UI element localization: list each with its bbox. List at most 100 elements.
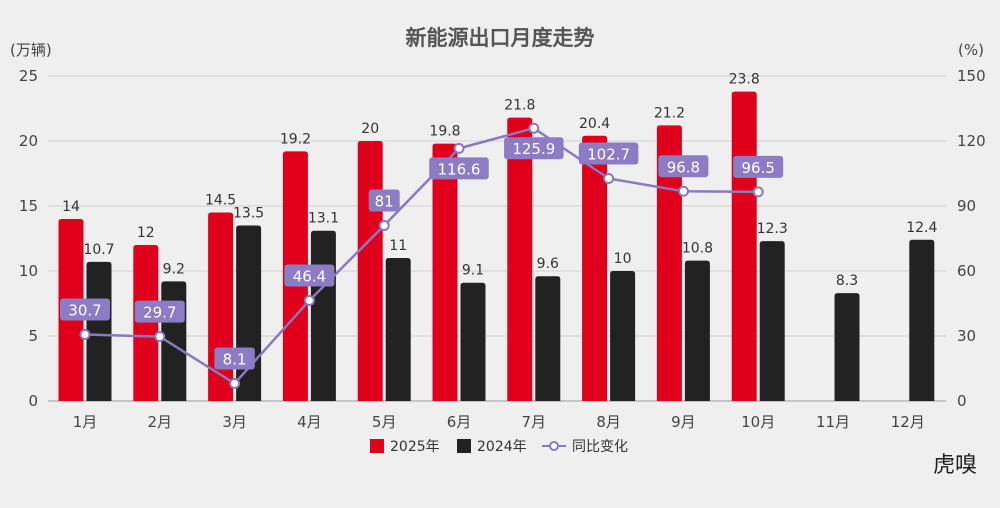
bar-data-label: 11 <box>389 238 407 254</box>
x-tick-label: 5月 <box>372 413 397 431</box>
x-tick-label: 10月 <box>741 413 775 431</box>
bar-data-label: 12.4 <box>906 220 937 236</box>
bar-data-label: 9.1 <box>462 263 484 279</box>
legend-label: 2024年 <box>477 439 527 455</box>
bar-data-label: 21.8 <box>504 98 535 114</box>
yoy-point <box>453 142 465 154</box>
bar-data-label: 12.3 <box>757 221 788 237</box>
yoy-data-label: 96.8 <box>667 158 700 176</box>
legend-swatch-2025 <box>370 439 384 453</box>
bar-data-label: 21.2 <box>654 105 685 121</box>
bar-data-label: 10.8 <box>682 241 713 257</box>
bar-data-label: 23.8 <box>729 72 760 88</box>
legend-label: 同比变化 <box>572 439 628 455</box>
yoy-point <box>603 172 615 184</box>
yoy-label-box <box>429 157 489 180</box>
chart-title: 新能源出口月度走势 <box>406 26 595 50</box>
yoy-point <box>79 328 91 340</box>
bar-data-label: 12 <box>137 225 155 241</box>
bar-2024年 <box>759 241 785 401</box>
yoy-point <box>677 185 689 197</box>
bar-data-label: 14 <box>62 199 80 215</box>
yoy-data-label: 102.7 <box>587 145 630 163</box>
bar-2024年 <box>86 261 112 401</box>
bar-2024年 <box>909 239 935 401</box>
bar-data-label: 19.8 <box>429 124 460 140</box>
yoy-label-box <box>504 137 564 160</box>
yoy-point <box>528 122 540 134</box>
bar-data-label: 9.2 <box>163 261 185 277</box>
yoy-point <box>303 294 315 306</box>
yoy-label-box <box>578 142 639 165</box>
bar-data-label: 8.3 <box>836 273 858 289</box>
bar-data-label: 10 <box>614 251 632 267</box>
yoy-data-label: 29.7 <box>143 304 176 322</box>
left-tick-label: 5 <box>28 327 38 345</box>
left-axis-label: (万辆) <box>10 41 52 59</box>
x-tick-label: 2月 <box>148 413 173 431</box>
bar-data-label: 9.6 <box>537 256 559 272</box>
bar-2024年 <box>834 293 860 401</box>
yoy-data-label: 96.5 <box>741 159 774 177</box>
bar-2025年 <box>507 117 533 401</box>
yoy-label-box <box>134 300 185 323</box>
left-tick-label: 15 <box>19 197 38 215</box>
watermark-logo: 虎嗅 <box>933 453 977 478</box>
bar-2025年 <box>208 212 234 401</box>
left-tick-label: 0 <box>28 392 38 410</box>
yoy-data-label: 81 <box>375 193 394 211</box>
yoy-line <box>84 126 759 386</box>
yoy-label-box <box>368 189 400 212</box>
right-tick-label: 150 <box>957 67 986 85</box>
yoy-label-box <box>658 155 709 178</box>
bar-2025年 <box>357 141 383 401</box>
bar-2024年 <box>236 225 262 401</box>
x-tick-label: 11月 <box>816 413 850 431</box>
bar-data-label: 20 <box>361 121 379 137</box>
yoy-data-label: 46.4 <box>293 267 326 285</box>
bar-2025年 <box>432 143 458 401</box>
bar-data-label: 19.2 <box>280 131 311 147</box>
x-tick-label: 4月 <box>297 413 322 431</box>
yoy-point <box>229 377 241 389</box>
bar-2025年 <box>582 135 608 402</box>
left-tick-label: 20 <box>19 132 38 150</box>
yoy-point <box>154 331 166 343</box>
bar-data-label: 14.5 <box>205 193 236 209</box>
left-tick-label: 25 <box>19 67 38 85</box>
x-tick-label: 8月 <box>596 413 621 431</box>
bar-2025年 <box>731 91 757 401</box>
left-tick-label: 10 <box>19 262 38 280</box>
right-axis-label: (%) <box>958 41 984 59</box>
x-tick-label: 12月 <box>891 413 925 431</box>
bar-2024年 <box>535 276 561 401</box>
right-tick-label: 120 <box>957 132 986 150</box>
yoy-data-label: 30.7 <box>68 301 101 319</box>
x-tick-label: 3月 <box>222 413 247 431</box>
legend-label: 2025年 <box>390 439 440 455</box>
yoy-point <box>752 186 764 198</box>
x-tick-label: 6月 <box>447 413 472 431</box>
right-tick-label: 90 <box>957 197 976 215</box>
bar-2024年 <box>310 230 336 401</box>
x-tick-label: 7月 <box>522 413 547 431</box>
bar-2024年 <box>684 260 710 401</box>
bar-2024年 <box>460 282 486 401</box>
yoy-data-label: 8.1 <box>223 350 247 368</box>
yoy-data-label: 125.9 <box>512 140 555 158</box>
right-tick-label: 60 <box>957 262 976 280</box>
bar-data-label: 13.5 <box>233 206 264 222</box>
yoy-label-box <box>214 347 255 370</box>
yoy-label-box <box>284 264 335 287</box>
x-tick-label: 1月 <box>73 413 98 431</box>
bar-2025年 <box>656 125 682 401</box>
legend-marker-yoy <box>549 441 559 451</box>
right-tick-label: 0 <box>957 392 967 410</box>
yoy-data-label: 116.6 <box>438 160 481 178</box>
bar-2025年 <box>133 245 159 401</box>
yoy-label-box <box>60 298 110 321</box>
x-tick-label: 9月 <box>671 413 696 431</box>
bar-2024年 <box>610 271 636 401</box>
